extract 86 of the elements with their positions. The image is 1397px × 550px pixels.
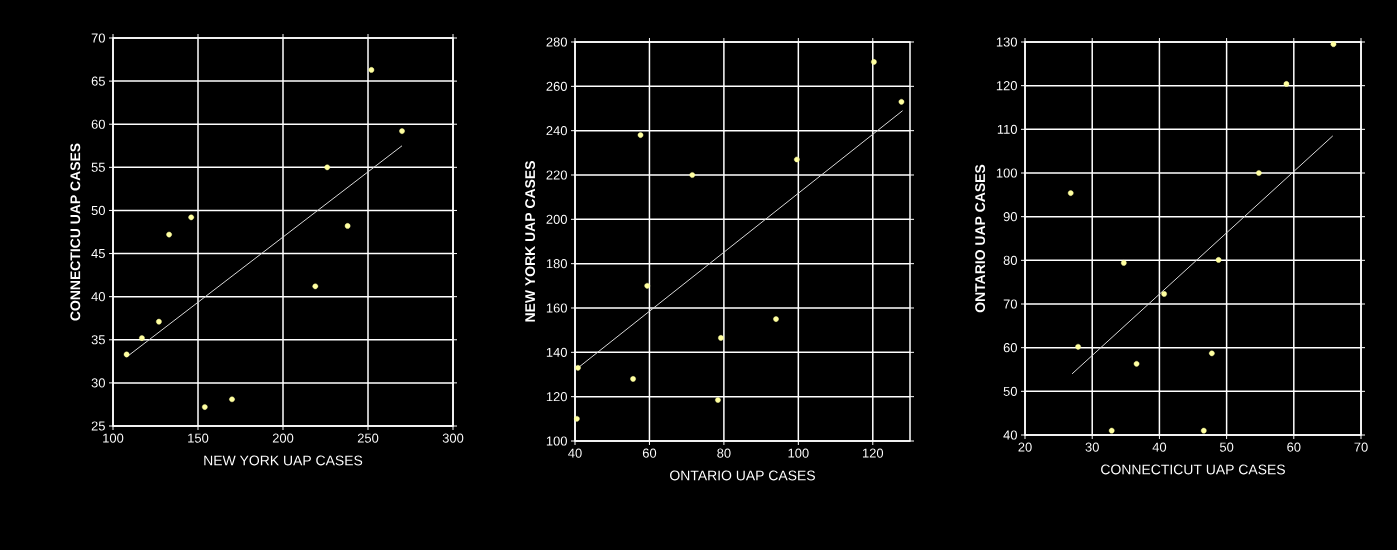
y-tick-label: 80 [1003, 255, 1017, 265]
point [1121, 260, 1127, 266]
point [399, 128, 405, 134]
x-tick-label: 30 [1085, 442, 1099, 452]
y-tick-label: 60 [91, 119, 105, 129]
x-axis-title: NEW YORK UAP CASES [204, 455, 363, 466]
x-tick-label: 100 [788, 448, 809, 458]
y-tick-label: 220 [546, 170, 567, 180]
y-tick-label: 70 [1003, 299, 1017, 309]
y-tick-label: 140 [546, 347, 567, 357]
point [574, 416, 580, 422]
point [1108, 427, 1115, 434]
point [202, 404, 208, 410]
x-tick-label: 80 [717, 448, 731, 458]
point [871, 59, 877, 65]
y-tick-label: 130 [996, 37, 1017, 47]
point [1133, 361, 1140, 367]
point [1067, 190, 1074, 196]
y-tick-label: 70 [91, 33, 105, 43]
y-tick-label: 110 [997, 124, 1017, 134]
point [344, 223, 351, 229]
x-tick-label: 60 [1287, 442, 1301, 452]
point [156, 318, 162, 325]
y-tick-label: 260 [546, 81, 567, 91]
point [773, 316, 779, 322]
y-tick-label: 50 [1003, 386, 1017, 396]
point [1209, 350, 1215, 357]
y-axis-title: CONNECTICU UAP CASES [70, 143, 81, 321]
x-tick-label: 200 [272, 433, 294, 443]
x-axis-title: ONTARIO UAP CASES [670, 470, 815, 481]
x-tick-label: 40 [1152, 442, 1167, 452]
point [139, 335, 145, 341]
point [1256, 170, 1262, 176]
x-tick-label: 40 [568, 448, 582, 458]
point [1215, 257, 1222, 263]
point [689, 172, 696, 178]
y-axis-title: NEW YORK UAP CASES [525, 161, 536, 322]
point [794, 156, 800, 163]
x-tick-label: 50 [1219, 442, 1234, 452]
x-axis-title: CONNECTICUT UAP CASES [1101, 464, 1285, 475]
point [229, 396, 235, 403]
x-tick-label: 60 [642, 448, 657, 458]
y-tick-label: 40 [91, 292, 105, 302]
x-tick-label: 70 [1354, 442, 1368, 452]
y-tick-label: 280 [546, 37, 567, 47]
y-tick-label: 60 [1003, 343, 1017, 353]
point [1330, 41, 1337, 47]
point [715, 397, 721, 403]
y-tick-label: 90 [1003, 212, 1017, 222]
point [1200, 427, 1207, 434]
y-tick-label: 65 [91, 76, 105, 86]
y-tick-label: 200 [546, 214, 567, 224]
point [368, 67, 375, 73]
point [1075, 343, 1081, 350]
x-tick-label: 120 [862, 448, 884, 458]
x-tick-label: 100 [103, 433, 124, 443]
point [718, 335, 724, 341]
point [166, 231, 172, 238]
x-tick-label: 20 [1018, 442, 1032, 452]
point [898, 99, 905, 105]
point [630, 376, 636, 382]
point [575, 365, 581, 371]
y-tick-label: 45 [91, 249, 105, 259]
point [1161, 291, 1167, 297]
y-tick-label: 100 [996, 168, 1017, 178]
y-tick-label: 120 [546, 392, 567, 402]
x-tick-label: 300 [442, 433, 464, 443]
x-tick-label: 250 [357, 433, 379, 443]
y-tick-label: 240 [546, 126, 567, 136]
point [637, 132, 644, 138]
point [644, 283, 651, 289]
y-tick-label: 55 [91, 162, 105, 172]
point [312, 283, 319, 290]
y-tick-label: 120 [996, 81, 1017, 91]
y-tick-label: 35 [91, 335, 105, 345]
point [324, 164, 330, 171]
y-tick-label: 180 [546, 259, 567, 269]
y-tick-label: 160 [546, 303, 567, 313]
y-axis-title: ONTARIO UAP CASES [975, 164, 986, 313]
point [1283, 81, 1290, 87]
y-tick-label: 25 [91, 421, 105, 431]
y-tick-label: 30 [91, 378, 105, 388]
point [123, 351, 130, 358]
y-tick-label: 50 [91, 205, 105, 216]
x-tick-label: 150 [188, 433, 209, 443]
point [188, 214, 194, 221]
